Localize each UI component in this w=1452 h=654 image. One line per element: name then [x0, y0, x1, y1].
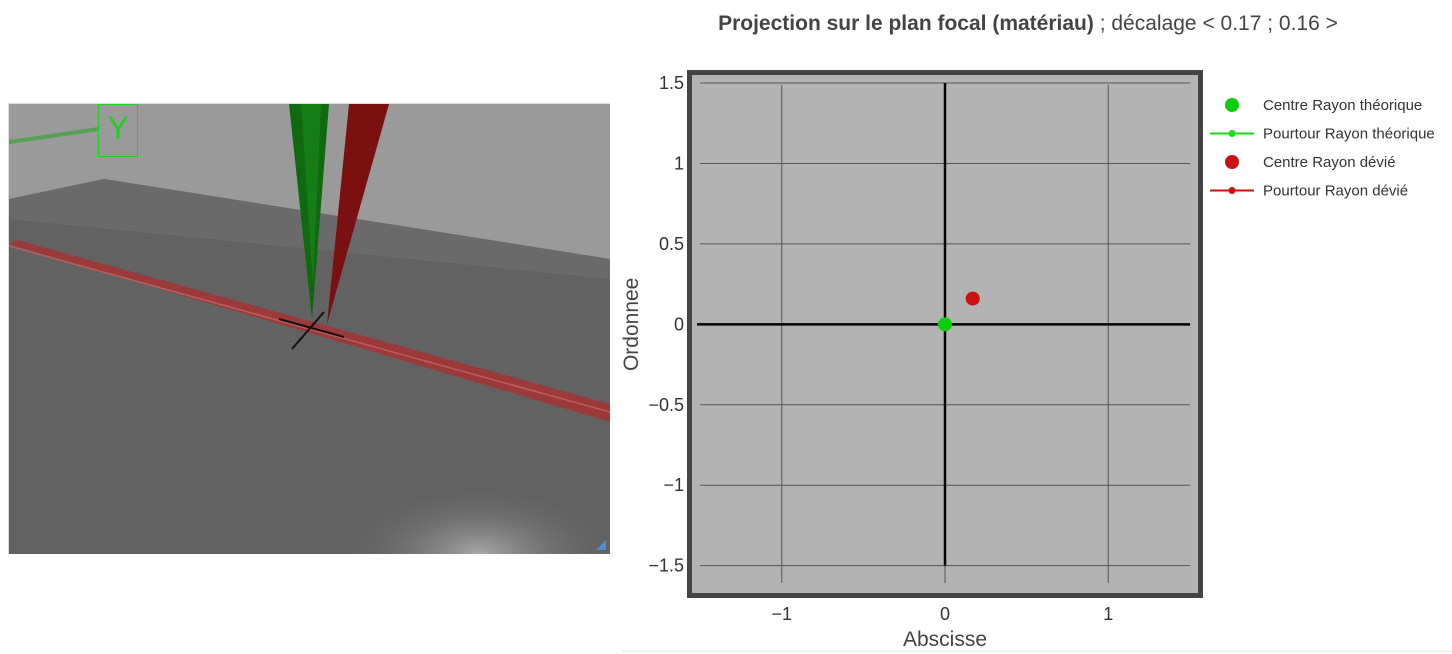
plot-frame	[687, 70, 1203, 598]
data-point-centre-rayon-d-vi-[interactable]	[965, 291, 980, 306]
y-axis-label: Ordonnee	[620, 278, 643, 371]
legend-item-label[interactable]: Pourtour Rayon théorique	[1263, 126, 1435, 143]
legend-marker	[1228, 187, 1236, 194]
floor-plane	[9, 179, 610, 554]
y-tick-label: −1	[663, 475, 684, 495]
x-tick-label: 1	[1103, 604, 1113, 624]
plot-title-bold: Projection sur le plan focal (matériau)	[718, 12, 1094, 35]
y-tick-label: 1.5	[659, 73, 684, 93]
x-tick-label: −1	[772, 604, 793, 624]
focal-cross-horizontal	[278, 318, 345, 338]
y-tick-label: 1	[674, 153, 684, 173]
y-tick-label: 0.5	[659, 234, 684, 254]
floor-light-glow	[339, 484, 610, 554]
plot-title: Projection sur le plan focal (matériau) …	[622, 12, 1434, 36]
focal-cross-vertical	[291, 311, 325, 350]
divider	[622, 651, 1452, 652]
legend-marker	[1225, 98, 1239, 112]
legend-item-label[interactable]: Pourtour Rayon dévié	[1263, 183, 1408, 200]
y-tick-label: −0.5	[648, 395, 684, 415]
resize-handle-icon[interactable]	[596, 540, 606, 550]
focal-plane-chart[interactable]: −1 0 1 1.5 1 0.5 0 −0.5 −1 −1.5 Abscisse Ordonnee Ce…	[610, 60, 1452, 654]
legend-marker	[1228, 130, 1236, 137]
y-tick-label: 0	[674, 314, 684, 334]
data-point-centre-rayon-th-orique[interactable]	[938, 317, 952, 332]
plot-title-rest: ; décalage < 0.17 ; 0.16 >	[1093, 12, 1338, 35]
green-guide-line	[9, 127, 100, 144]
x-tick-label: 0	[940, 604, 950, 624]
y-axis-indicator: Y	[98, 104, 138, 157]
x-axis-label: Abscisse	[903, 628, 987, 651]
beam-bar	[9, 240, 610, 422]
y-axis-label: Y	[107, 110, 129, 146]
theoretical-ray-core	[301, 104, 321, 284]
3d-scene[interactable]	[9, 104, 610, 554]
y-tick-label: −1.5	[648, 556, 684, 576]
deviated-ray-cone	[327, 104, 389, 324]
3d-viewport[interactable]: Y	[8, 103, 610, 554]
legend-item-label[interactable]: Centre Rayon théorique	[1263, 97, 1422, 114]
legend-item-label[interactable]: Centre Rayon dévié	[1263, 154, 1396, 171]
legend-marker	[1225, 155, 1239, 169]
